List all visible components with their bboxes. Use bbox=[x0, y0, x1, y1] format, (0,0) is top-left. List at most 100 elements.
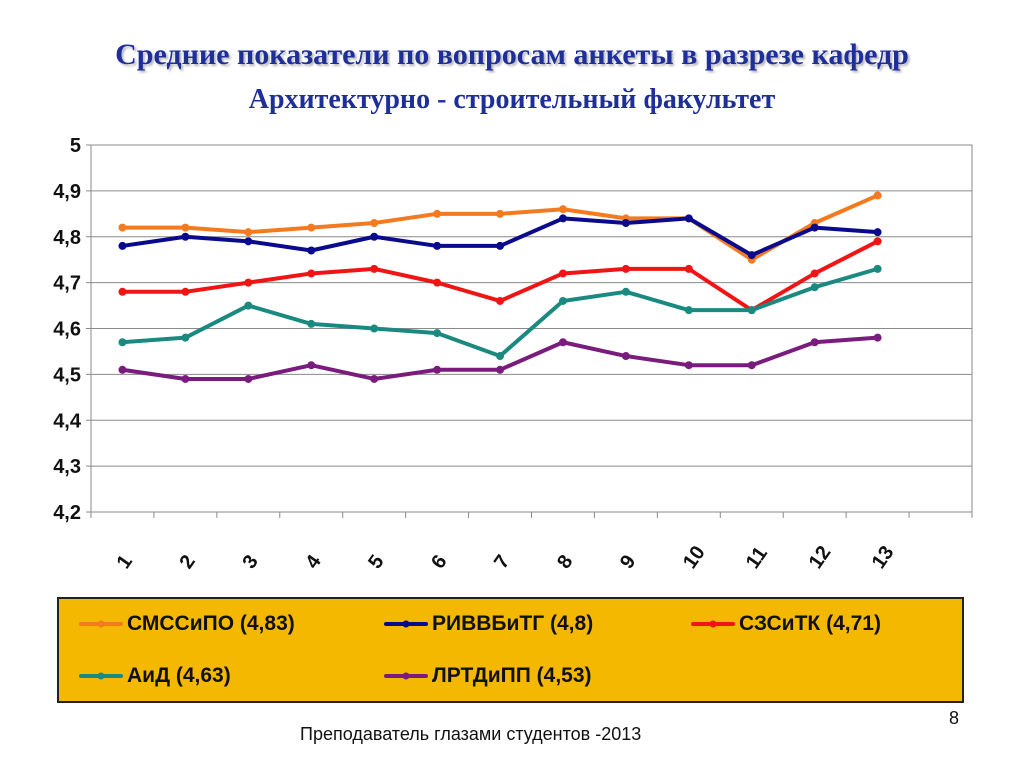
x-tick-label: 11 bbox=[742, 543, 772, 573]
data-point bbox=[433, 209, 442, 218]
page-number: 8 bbox=[949, 708, 960, 728]
data-point bbox=[370, 324, 379, 333]
data-point bbox=[496, 241, 505, 250]
legend-item: АиД (4,63) bbox=[79, 661, 231, 691]
data-point bbox=[307, 223, 316, 232]
x-tick-label: 1 bbox=[113, 551, 137, 573]
legend-swatch bbox=[79, 672, 123, 680]
data-point bbox=[244, 228, 253, 237]
data-point bbox=[118, 287, 127, 296]
data-point bbox=[244, 301, 253, 310]
data-point bbox=[244, 237, 253, 246]
y-tick-label: 4,5 bbox=[53, 364, 81, 386]
data-point bbox=[307, 319, 316, 328]
data-point bbox=[747, 361, 756, 370]
x-tick-label: 8 bbox=[553, 551, 577, 573]
data-point bbox=[244, 374, 253, 383]
legend-label: ЛРТДиПП (4,53) bbox=[432, 664, 592, 687]
data-point bbox=[496, 365, 505, 374]
y-tick-label: 4,9 bbox=[53, 181, 81, 203]
data-point bbox=[558, 214, 567, 223]
data-point bbox=[307, 269, 316, 278]
data-point bbox=[181, 374, 190, 383]
data-point bbox=[684, 214, 693, 223]
legend-item: РИВВБиТГ (4,8) bbox=[384, 609, 593, 639]
data-point bbox=[181, 333, 190, 342]
footer-text: Преподаватель глазами студентов -2013 bbox=[300, 724, 642, 744]
series-line bbox=[120, 266, 880, 359]
data-point bbox=[181, 223, 190, 232]
x-tick-label: 2 bbox=[175, 551, 199, 573]
y-tick-label: 4,6 bbox=[53, 319, 81, 341]
data-point bbox=[370, 374, 379, 383]
legend-label: АиД (4,63) bbox=[127, 664, 231, 687]
data-point bbox=[558, 269, 567, 278]
data-point bbox=[118, 223, 127, 232]
data-point bbox=[433, 365, 442, 374]
data-point bbox=[370, 218, 379, 227]
x-tick-label: 6 bbox=[427, 551, 451, 573]
y-tick-label: 4,3 bbox=[53, 456, 81, 478]
data-point bbox=[370, 232, 379, 241]
legend-swatch bbox=[79, 620, 123, 628]
data-point bbox=[244, 278, 253, 287]
data-point bbox=[873, 237, 882, 246]
data-point bbox=[873, 264, 882, 273]
data-point bbox=[684, 306, 693, 315]
data-point bbox=[621, 264, 630, 273]
data-point bbox=[684, 264, 693, 273]
data-point bbox=[810, 338, 819, 347]
legend-item: ЛРТДиПП (4,53) bbox=[384, 661, 592, 691]
data-point bbox=[873, 191, 882, 200]
data-point bbox=[621, 287, 630, 296]
x-tick-label: 13 bbox=[868, 542, 899, 573]
data-point bbox=[433, 278, 442, 287]
data-point bbox=[558, 205, 567, 214]
x-tick-label: 12 bbox=[805, 542, 836, 573]
y-tick-label: 4,4 bbox=[53, 410, 82, 432]
x-tick-label: 5 bbox=[364, 551, 388, 573]
legend-label: СМССиПО (4,83) bbox=[127, 612, 295, 635]
data-point bbox=[433, 329, 442, 338]
data-point bbox=[621, 352, 630, 361]
data-point bbox=[496, 209, 505, 218]
x-tick-label: 4 bbox=[301, 550, 326, 572]
data-point bbox=[558, 338, 567, 347]
legend-label: РИВВБиТГ (4,8) bbox=[432, 612, 594, 635]
data-point bbox=[307, 361, 316, 370]
data-point bbox=[747, 306, 756, 315]
data-point bbox=[621, 218, 630, 227]
data-point bbox=[810, 269, 819, 278]
legend-item: СЗСиТК (4,71) bbox=[691, 609, 881, 639]
data-point bbox=[496, 296, 505, 305]
data-point bbox=[181, 232, 190, 241]
data-point bbox=[496, 352, 505, 361]
y-tick-label: 4,7 bbox=[53, 273, 81, 295]
chart-legend: СМССиПО (4,83) РИВВБиТГ (4,8) СЗСиТК (4,71… bbox=[57, 597, 964, 703]
data-point bbox=[307, 246, 316, 255]
slide-subtitle: Архитектурно - строительный факультет bbox=[248, 84, 776, 115]
legend-swatch bbox=[691, 620, 735, 628]
data-point bbox=[433, 241, 442, 250]
y-tick-label: 5 bbox=[70, 135, 81, 157]
legend-label: СЗСиТК (4,71) bbox=[739, 612, 881, 635]
legend-swatch bbox=[384, 620, 428, 628]
data-point bbox=[810, 223, 819, 232]
line-chart: 4,24,34,44,54,64,74,84,951 2 3 4 5 6 7 8 9 10 11 12… bbox=[53, 135, 973, 573]
data-point bbox=[747, 251, 756, 260]
data-point bbox=[118, 365, 127, 374]
x-tick-label: 10 bbox=[679, 542, 710, 573]
x-tick-label: 3 bbox=[238, 551, 262, 573]
x-tick-label: 9 bbox=[616, 551, 640, 573]
legend-item: СМССиПО (4,83) bbox=[79, 609, 295, 639]
x-tick-label: 7 bbox=[490, 551, 514, 573]
data-point bbox=[873, 228, 882, 237]
slide-title: Средние показатели по вопросам анкеты в … bbox=[115, 38, 909, 71]
y-tick-label: 4,8 bbox=[53, 227, 81, 249]
data-point bbox=[118, 241, 127, 250]
data-point bbox=[873, 333, 882, 342]
data-point bbox=[181, 287, 190, 296]
data-point bbox=[558, 296, 567, 305]
legend-swatch bbox=[384, 672, 428, 680]
data-point bbox=[118, 338, 127, 347]
